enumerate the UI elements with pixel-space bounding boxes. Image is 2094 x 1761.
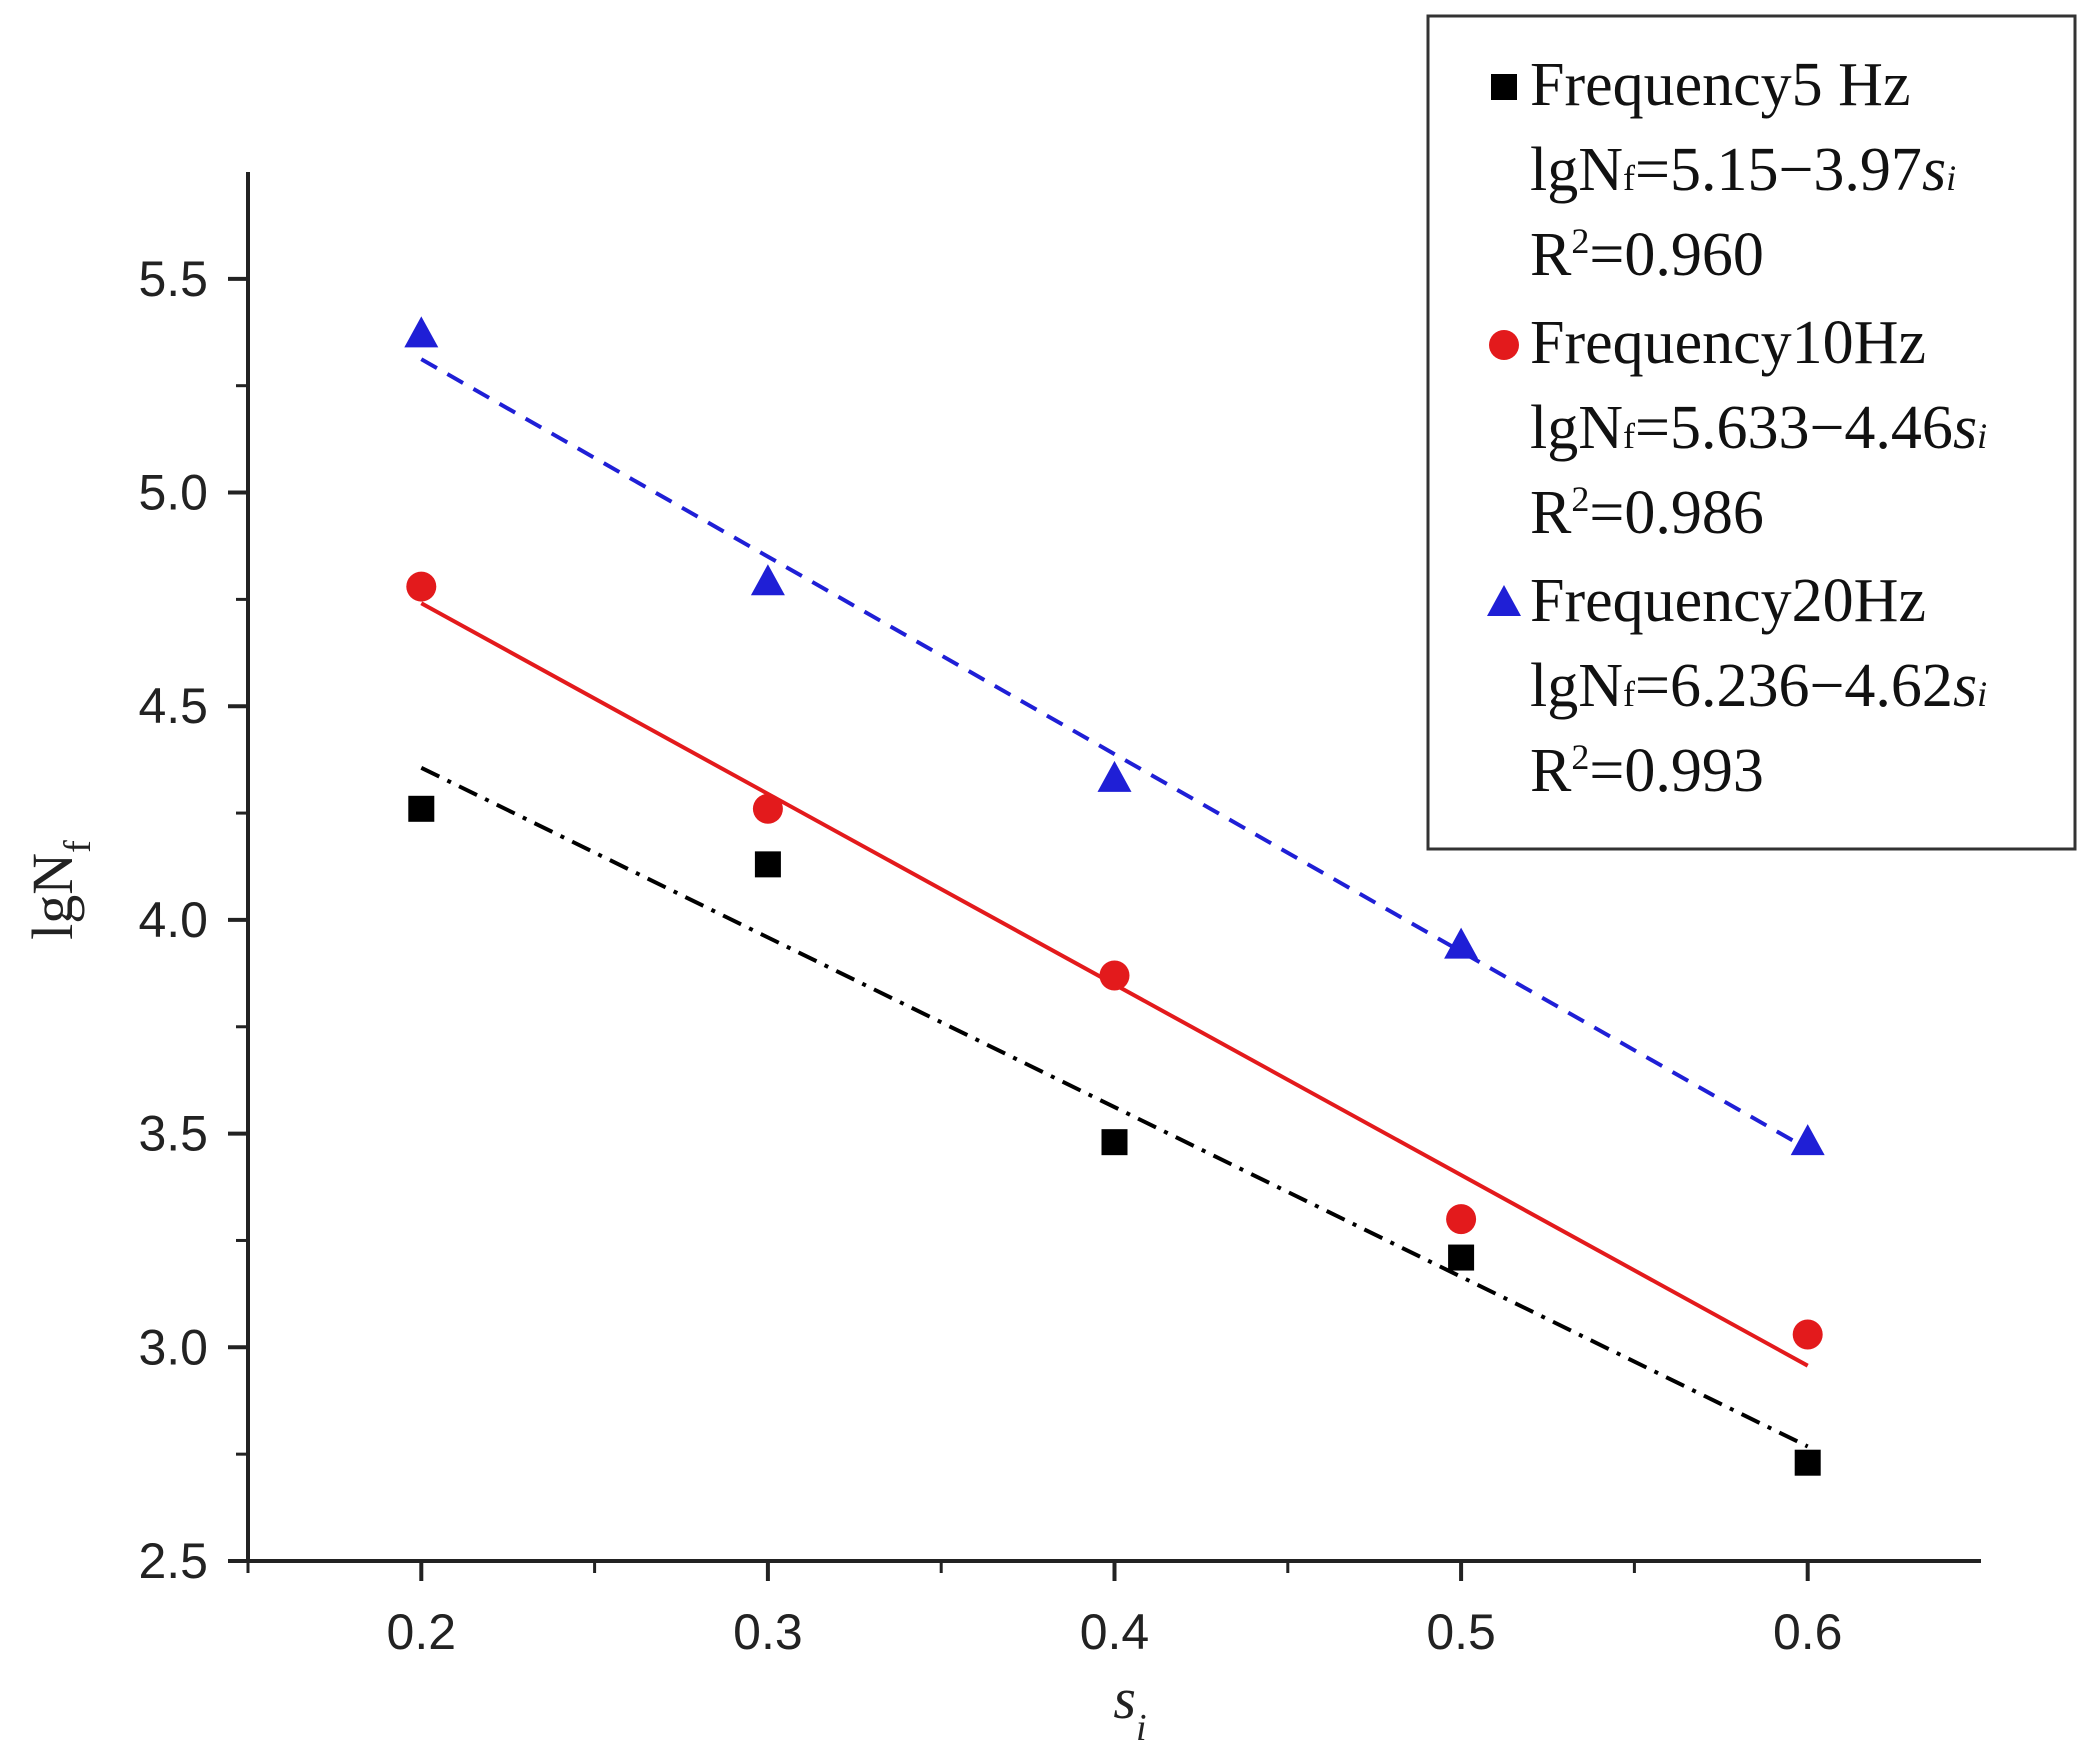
legend-equation: lgNf=5.633−4.46si [1530, 394, 1987, 462]
y-tick-label: 3.5 [138, 1106, 208, 1162]
x-axis-title: si [1113, 1666, 1146, 1749]
legend-marker-circle [1489, 330, 1519, 360]
legend-r-value: =0.993 [1589, 737, 1763, 805]
legend-r-value: =0.960 [1589, 221, 1763, 289]
legend-equation-var-sub: i [1946, 158, 1956, 198]
legend-r-sup: 2 [1571, 479, 1589, 519]
x-ticks: 0.2 0.3 0.4 0.5 0.6 [246, 1561, 1843, 1660]
circle-data-point [1792, 1319, 1823, 1350]
x-tick-label: 0.3 [733, 1604, 803, 1660]
triangle-data-point [750, 564, 785, 596]
y-axis-title-main: lgN [20, 853, 85, 940]
y-tick-label: 3.0 [138, 1319, 208, 1375]
y-axis-title-sub: f [57, 840, 99, 853]
y-ticks: 2.5 3.0 3.5 4.0 4.5 5.0 5.5 [138, 251, 248, 1589]
markers [404, 316, 1825, 1476]
square-data-point [1101, 1129, 1128, 1156]
legend-equation: lgNf=5.15−3.97si [1530, 136, 1956, 204]
legend-equation-sub: f [1623, 416, 1635, 456]
legend-marker-triangle [1487, 585, 1521, 616]
x-tick-label: 0.6 [1773, 1604, 1843, 1660]
fit-line-triangle [420, 357, 1809, 1151]
legend-equation-var-sub: i [1977, 416, 1987, 456]
legend-equation-body: =5.15−3.97 [1635, 136, 1922, 204]
square-data-point [408, 795, 435, 822]
legend-r-label: R [1530, 221, 1572, 289]
legend-equation-prefix: lgN [1530, 136, 1623, 204]
legend-series-name: Frequency20Hz [1530, 567, 1926, 635]
legend-series-name: Frequency5 Hz [1530, 51, 1910, 119]
legend-r-squared: R2=0.960 [1530, 221, 1764, 289]
y-tick-label: 5.5 [138, 251, 208, 307]
triangle-data-point [1444, 927, 1479, 959]
y-tick-label: 2.5 [138, 1533, 208, 1589]
y-tick-label: 5.0 [138, 465, 208, 521]
circle-data-point [1446, 1204, 1477, 1235]
legend-marker-square [1491, 74, 1517, 100]
legend-equation-prefix: lgN [1530, 652, 1623, 720]
legend-equation-var: s [1953, 652, 1977, 720]
circle-data-point [752, 793, 783, 824]
square-data-point [1794, 1449, 1821, 1476]
legend-entries: Frequency5 HzlgNf=5.15−3.97siR2=0.960Fre… [1487, 51, 1987, 805]
legend-equation-sub: f [1623, 158, 1635, 198]
x-tick-label: 0.4 [1080, 1604, 1150, 1660]
legend-equation: lgNf=6.236−4.62si [1530, 652, 1987, 720]
triangle-data-point [404, 316, 439, 348]
legend-equation-var-sub: i [1977, 674, 1987, 714]
square-data-point [1448, 1244, 1475, 1271]
square-data-point [754, 851, 781, 878]
legend: Frequency5 HzlgNf=5.15−3.97siR2=0.960Fre… [1426, 14, 2077, 851]
x-tick-label: 0.5 [1426, 1604, 1496, 1660]
legend-equation-body: =5.633−4.46 [1635, 394, 1953, 462]
circle-data-point [1099, 960, 1130, 991]
legend-r-squared: R2=0.993 [1530, 737, 1764, 805]
plot-area: 0.2 0.3 0.4 0.5 0.6 2.5 3.0 3.5 4.0 4.5 5.0 5.5 [138, 172, 1981, 1660]
x-tick-label: 0.2 [387, 1604, 457, 1660]
legend-r-sup: 2 [1571, 221, 1589, 261]
fit-line-square [420, 765, 1809, 1449]
y-tick-label: 4.5 [138, 678, 208, 734]
legend-equation-body: =6.236−4.62 [1635, 652, 1953, 720]
legend-equation-var: s [1922, 136, 1946, 204]
legend-r-label: R [1530, 479, 1572, 547]
triangle-data-point [1097, 760, 1132, 792]
circle-data-point [406, 571, 437, 602]
legend-r-sup: 2 [1571, 737, 1589, 777]
legend-r-label: R [1530, 737, 1572, 805]
legend-box [1426, 14, 2077, 851]
y-axis-title: lgNf [20, 840, 99, 940]
x-axis-title-main: s [1113, 1666, 1136, 1731]
y-tick-label: 4.0 [138, 892, 208, 948]
legend-series-name: Frequency10Hz [1530, 309, 1926, 377]
legend-equation-prefix: lgN [1530, 394, 1623, 462]
x-axis-title-sub: i [1136, 1707, 1147, 1749]
legend-equation-sub: f [1623, 674, 1635, 714]
triangle-data-point [1790, 1124, 1825, 1156]
legend-r-value: =0.986 [1589, 479, 1763, 547]
legend-r-squared: R2=0.986 [1530, 479, 1764, 547]
legend-equation-var: s [1953, 394, 1977, 462]
